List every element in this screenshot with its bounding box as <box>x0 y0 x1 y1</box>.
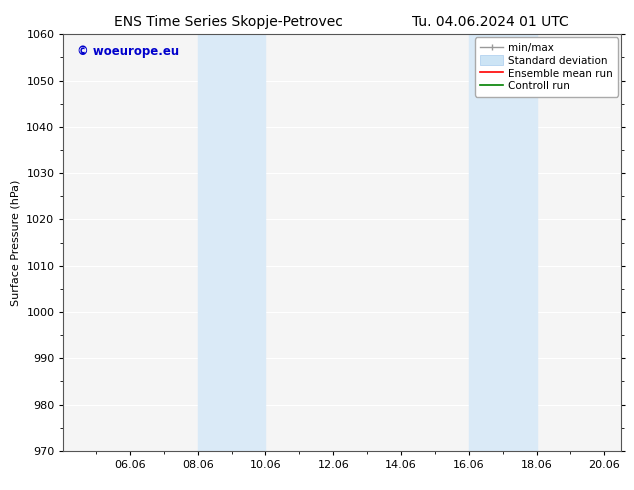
Text: © woeurope.eu: © woeurope.eu <box>77 45 179 58</box>
Text: Tu. 04.06.2024 01 UTC: Tu. 04.06.2024 01 UTC <box>412 15 569 29</box>
Bar <box>198 34 266 451</box>
Bar <box>469 34 536 451</box>
Y-axis label: Surface Pressure (hPa): Surface Pressure (hPa) <box>11 179 21 306</box>
Legend: min/max, Standard deviation, Ensemble mean run, Controll run: min/max, Standard deviation, Ensemble me… <box>475 37 618 97</box>
Text: ENS Time Series Skopje-Petrovec: ENS Time Series Skopje-Petrovec <box>114 15 343 29</box>
